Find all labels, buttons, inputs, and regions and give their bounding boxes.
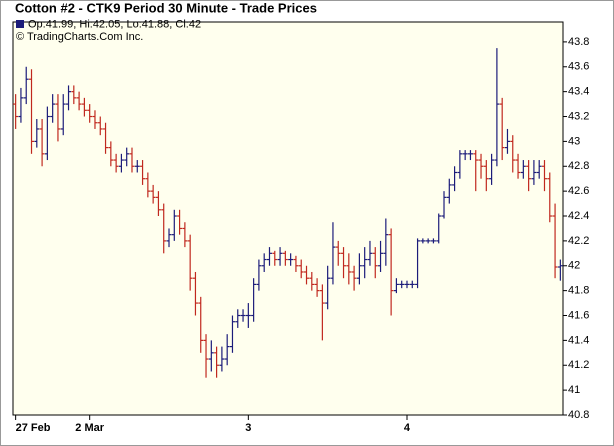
y-tick-label: 43.4 [568, 86, 589, 98]
y-tick-label: 41.6 [568, 309, 589, 321]
y-tick-label: 43.2 [568, 110, 589, 122]
credit: © TradingCharts.Com Inc. [16, 31, 143, 43]
y-tick-label: 42 [568, 260, 580, 272]
y-tick-label: 40.8 [568, 409, 589, 421]
legend-swatch [16, 20, 24, 28]
x-tick-label: 3 [245, 422, 251, 434]
y-tick-label: 42.4 [568, 210, 589, 222]
x-tick-label: 27 Feb [16, 422, 51, 434]
legend-text: Op:41.99, Hi:42.05, Lo:41.88, Cl:42 [28, 18, 201, 30]
y-tick-label: 42.6 [568, 185, 589, 197]
y-tick-label: 43 [568, 135, 580, 147]
plot-area [12, 21, 564, 416]
y-tick-label: 43.6 [568, 61, 589, 73]
y-tick-label: 42.2 [568, 235, 589, 247]
chart-title: Cotton #2 - CTK9 Period 30 Minute - Trad… [15, 0, 317, 15]
y-tick-label: 41.2 [568, 359, 589, 371]
x-tick-label: 2 Mar [75, 422, 104, 434]
y-tick-label: 41.4 [568, 334, 589, 346]
x-tick-label: 4 [404, 422, 411, 434]
y-tick-label: 41 [568, 384, 580, 396]
y-tick-label: 43.8 [568, 36, 589, 48]
y-tick-label: 42.8 [568, 160, 589, 172]
y-tick-label: 41.8 [568, 285, 589, 297]
